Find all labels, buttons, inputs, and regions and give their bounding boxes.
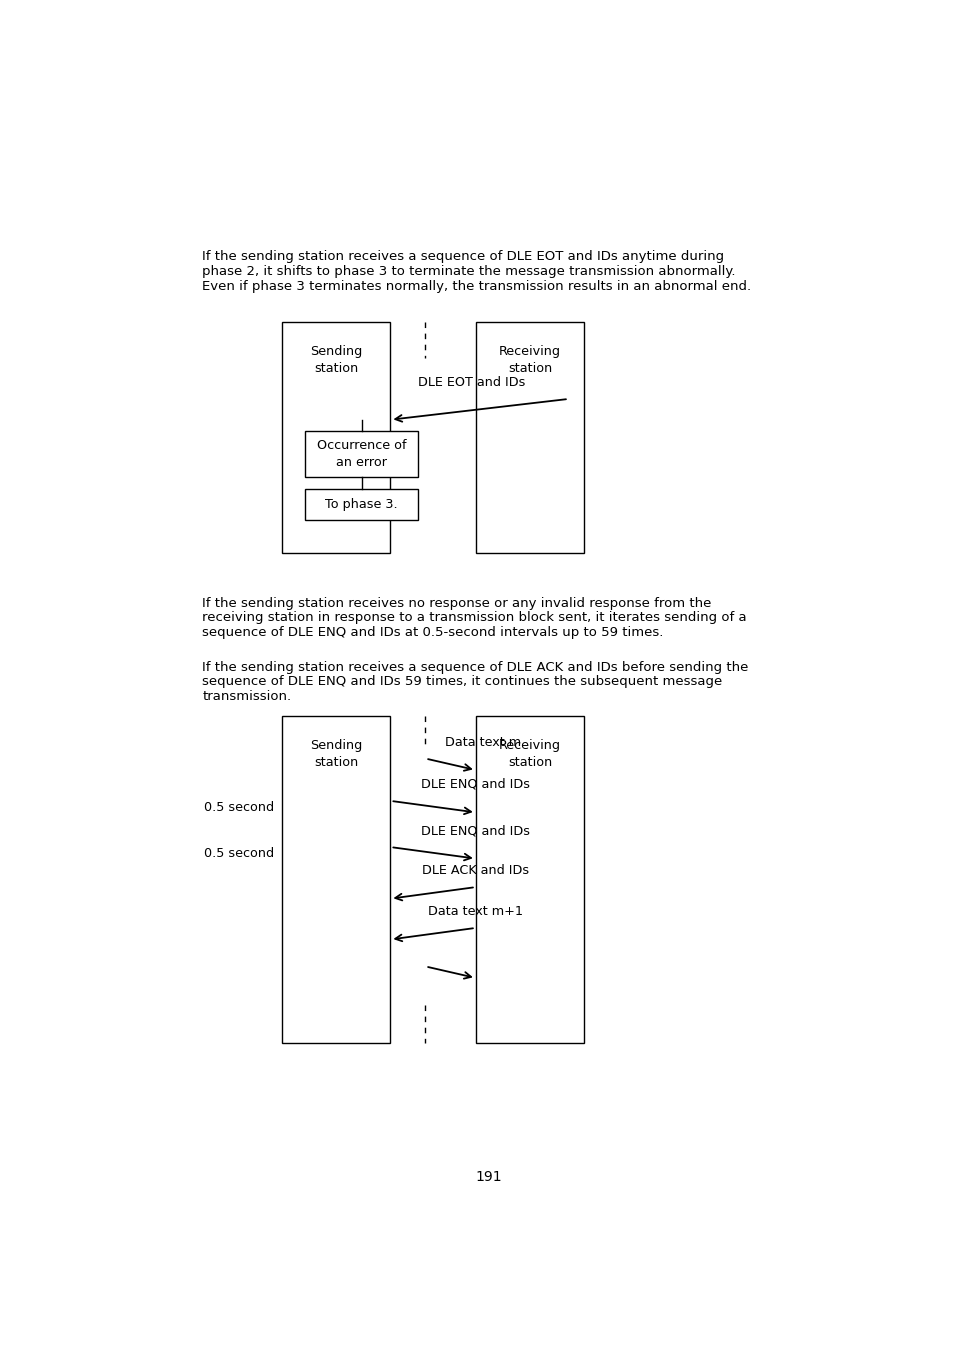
Text: Sending
station: Sending station <box>310 739 362 770</box>
Text: To phase 3.: To phase 3. <box>325 497 397 511</box>
Bar <box>282 716 390 1043</box>
Text: If the sending station receives no response or any invalid response from the: If the sending station receives no respo… <box>202 597 711 609</box>
Text: DLE EOT and IDs: DLE EOT and IDs <box>417 376 525 390</box>
Bar <box>282 322 390 553</box>
Text: phase 2, it shifts to phase 3 to terminate the message transmission abnormally.: phase 2, it shifts to phase 3 to termina… <box>202 266 735 278</box>
Text: Data text m: Data text m <box>445 736 521 748</box>
Text: 191: 191 <box>476 1170 501 1185</box>
Bar <box>476 322 583 553</box>
Text: Even if phase 3 terminates normally, the transmission results in an abnormal end: Even if phase 3 terminates normally, the… <box>202 279 751 293</box>
Text: receiving station in response to a transmission block sent, it iterates sending : receiving station in response to a trans… <box>202 612 746 624</box>
Bar <box>476 716 583 1043</box>
Text: sequence of DLE ENQ and IDs 59 times, it continues the subsequent message: sequence of DLE ENQ and IDs 59 times, it… <box>202 675 721 689</box>
Text: Sending
station: Sending station <box>310 345 362 375</box>
Text: 0.5 second: 0.5 second <box>204 801 274 814</box>
Bar <box>305 489 417 520</box>
Bar <box>305 431 417 477</box>
Text: DLE ENQ and IDs: DLE ENQ and IDs <box>421 778 530 791</box>
Text: Receiving
station: Receiving station <box>498 345 560 375</box>
Text: 0.5 second: 0.5 second <box>204 847 274 860</box>
Text: Data text m+1: Data text m+1 <box>428 905 522 918</box>
Text: Occurrence of
an error: Occurrence of an error <box>316 439 406 469</box>
Text: DLE ENQ and IDs: DLE ENQ and IDs <box>421 824 530 837</box>
Text: DLE ACK and IDs: DLE ACK and IDs <box>422 864 529 878</box>
Text: If the sending station receives a sequence of DLE EOT and IDs anytime during: If the sending station receives a sequen… <box>202 251 723 263</box>
Text: transmission.: transmission. <box>202 690 291 702</box>
Text: sequence of DLE ENQ and IDs at 0.5-second intervals up to 59 times.: sequence of DLE ENQ and IDs at 0.5-secon… <box>202 625 663 639</box>
Text: If the sending station receives a sequence of DLE ACK and IDs before sending the: If the sending station receives a sequen… <box>202 661 748 674</box>
Text: Receiving
station: Receiving station <box>498 739 560 770</box>
